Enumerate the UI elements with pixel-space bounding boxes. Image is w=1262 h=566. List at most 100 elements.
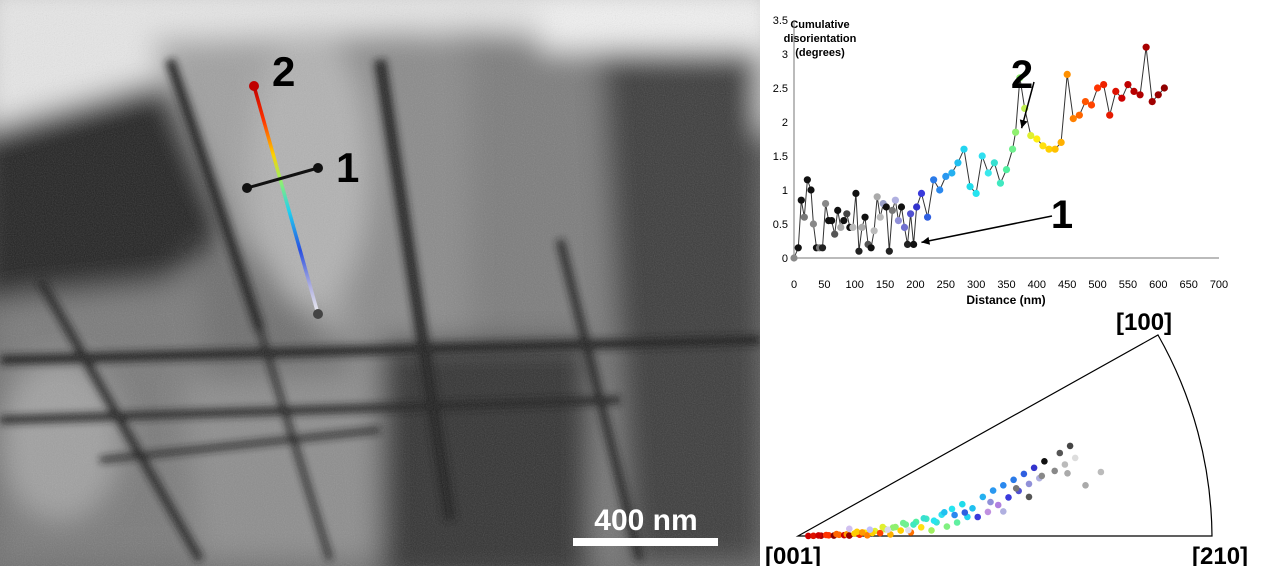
trace-line-1 <box>246 166 319 190</box>
x-tick-label: 250 <box>937 279 955 291</box>
ipf-point <box>876 529 884 537</box>
data-point <box>996 179 1005 187</box>
data-point <box>849 223 857 231</box>
ipf-point <box>948 505 956 513</box>
ipf-point <box>1051 467 1058 475</box>
data-point <box>818 244 827 252</box>
x-tick-label: 300 <box>967 279 985 291</box>
data-point <box>1002 166 1011 174</box>
ipf-point <box>810 532 817 540</box>
ipf-point <box>1071 454 1079 462</box>
data-point <box>978 152 986 160</box>
ipf-point <box>1012 485 1020 492</box>
data-point <box>831 230 839 238</box>
data-point <box>794 244 802 252</box>
data-point <box>930 176 938 184</box>
x-tick-label: 700 <box>1210 279 1228 291</box>
ipf-point <box>846 532 853 539</box>
ipf-point <box>879 523 886 531</box>
ipf-point <box>815 532 822 539</box>
data-point <box>1039 142 1047 150</box>
data-point <box>1154 91 1162 99</box>
ipf-point <box>928 527 935 534</box>
data-point <box>1027 132 1035 140</box>
ipf-point <box>1030 464 1038 472</box>
data-point <box>1160 84 1168 92</box>
data-point <box>1012 128 1020 136</box>
data-point <box>1100 81 1108 89</box>
y-tick-labels: 0 0.5 1 1.5 2 2.5 3 3.5 <box>773 15 788 265</box>
ipf-point <box>1097 468 1105 476</box>
scale-bar-label: 400 nm <box>594 504 697 537</box>
data-point <box>821 200 830 208</box>
chart-title-line: Cumulative <box>790 19 849 31</box>
ipf-point <box>1025 480 1033 488</box>
ipf-point <box>989 487 997 494</box>
data-point <box>906 210 915 218</box>
annotation-arrowhead <box>1019 119 1028 129</box>
x-tick-label: 150 <box>876 279 894 291</box>
data-point <box>873 193 881 201</box>
data-point <box>807 186 815 194</box>
data-point <box>948 169 956 177</box>
ipf-point <box>1064 470 1071 477</box>
series-points <box>790 43 1168 262</box>
data-point <box>809 220 818 228</box>
data-point <box>966 183 974 191</box>
ipf-point <box>1025 493 1033 501</box>
ipf-point <box>822 531 830 539</box>
ipf-point <box>961 509 969 516</box>
data-point <box>900 223 909 231</box>
data-point <box>903 240 912 248</box>
y-tick-label: 3 <box>782 49 788 61</box>
ipf-point <box>969 505 976 512</box>
trace-line-1-start <box>242 183 252 193</box>
data-point <box>897 203 906 211</box>
annotation-arrow <box>921 215 1053 244</box>
x-tick-label: 350 <box>997 279 1015 291</box>
data-point <box>990 159 998 167</box>
data-point <box>1063 70 1071 78</box>
data-point <box>984 169 992 177</box>
trace-label-2: 2 <box>272 48 295 95</box>
y-tick-label: 2 <box>782 117 788 129</box>
data-point <box>790 254 798 262</box>
ipf-point <box>974 513 981 521</box>
ipf-point <box>905 526 912 534</box>
y-tick-label: 3.5 <box>773 15 788 27</box>
data-point <box>1136 91 1144 99</box>
micrograph-grain <box>0 0 760 566</box>
data-point <box>803 176 811 184</box>
ipf-point <box>910 521 917 528</box>
data-point <box>1087 101 1096 109</box>
ipf-point <box>941 509 948 516</box>
tem-micrograph: 2 1 400 nm <box>0 0 760 566</box>
ipf-point <box>1000 508 1007 515</box>
ipf-point <box>959 500 966 508</box>
trace-line-2-start <box>249 81 259 91</box>
scale-bar <box>573 538 718 546</box>
x-tick-label: 50 <box>818 279 830 291</box>
ipf-point <box>930 517 938 524</box>
ipf-point <box>994 501 1002 509</box>
data-point <box>917 189 926 197</box>
data-point <box>1124 81 1132 89</box>
data-point <box>972 189 980 197</box>
ipf-point <box>1066 442 1074 450</box>
ipf-point <box>1061 461 1069 468</box>
data-point <box>797 196 805 204</box>
data-point <box>1045 145 1053 153</box>
ipf-point <box>897 527 904 534</box>
x-tick-label: 400 <box>1028 279 1046 291</box>
x-tick-label: 450 <box>1058 279 1076 291</box>
data-point <box>1033 135 1041 143</box>
data-point <box>942 172 950 180</box>
trace-line-1-end <box>313 163 323 173</box>
annotations: 12 <box>921 53 1073 245</box>
x-tick-labels: 0 50 100 150 200 250 300 350 400 450 500 550 600 650 7… <box>791 279 1228 291</box>
data-point <box>800 213 808 221</box>
data-point <box>885 247 893 255</box>
ipf-point <box>920 515 928 522</box>
data-point <box>913 203 921 211</box>
